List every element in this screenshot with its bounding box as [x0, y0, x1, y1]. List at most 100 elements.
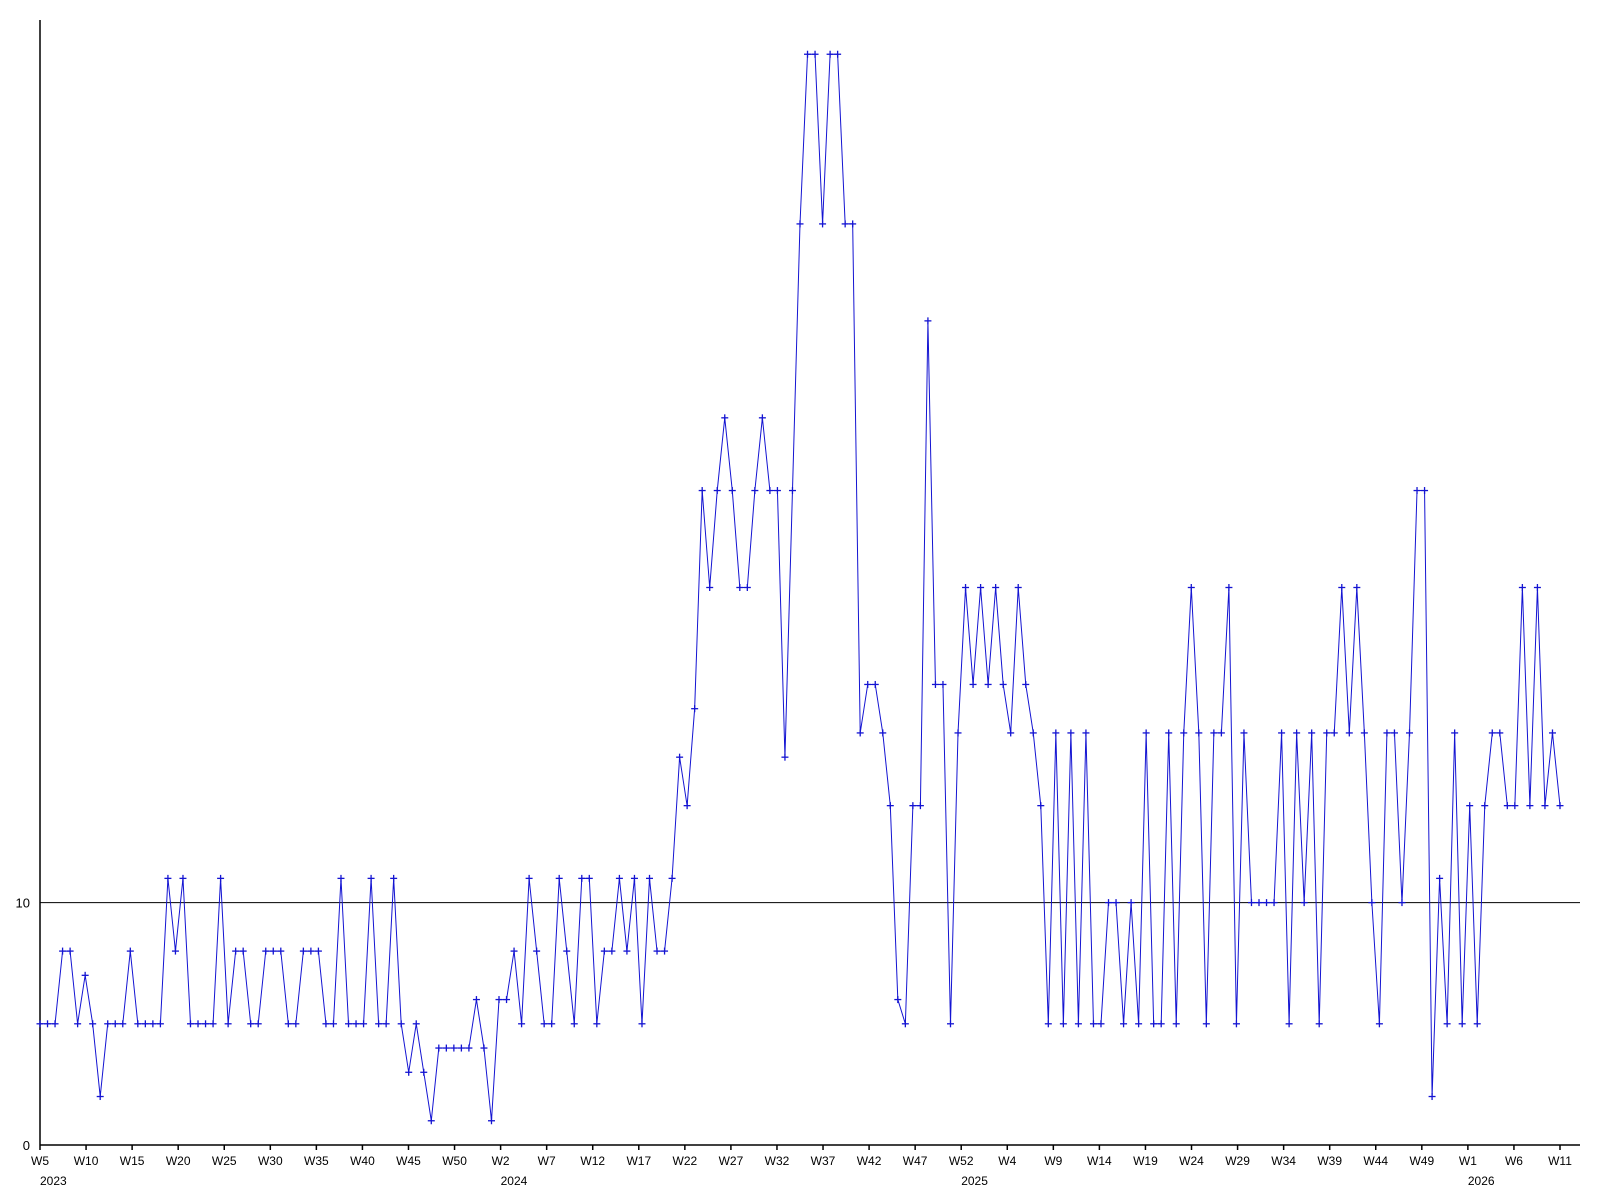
data-point-157[interactable]: [1218, 729, 1225, 736]
data-point-163[interactable]: [1263, 899, 1270, 906]
data-point-134[interactable]: [1045, 1020, 1052, 1027]
data-point-11[interactable]: [119, 1020, 126, 1027]
data-point-180[interactable]: [1391, 729, 1398, 736]
data-point-25[interactable]: [225, 1020, 232, 1027]
data-point-41[interactable]: [345, 1020, 352, 1027]
data-point-54[interactable]: [443, 1045, 450, 1052]
data-point-87[interactable]: [691, 705, 698, 712]
data-point-0[interactable]: [37, 1020, 44, 1027]
data-point-187[interactable]: [1444, 1020, 1451, 1027]
data-point-44[interactable]: [368, 875, 375, 882]
data-point-96[interactable]: [759, 414, 766, 421]
data-point-185[interactable]: [1429, 1093, 1436, 1100]
data-point-90[interactable]: [714, 487, 721, 494]
data-point-7[interactable]: [89, 1020, 96, 1027]
data-point-142[interactable]: [1105, 899, 1112, 906]
data-point-113[interactable]: [887, 802, 894, 809]
data-point-24[interactable]: [217, 875, 224, 882]
data-point-61[interactable]: [496, 996, 503, 1003]
data-point-17[interactable]: [164, 875, 171, 882]
data-point-63[interactable]: [511, 948, 518, 955]
data-point-126[interactable]: [985, 681, 992, 688]
data-point-182[interactable]: [1406, 729, 1413, 736]
data-point-181[interactable]: [1398, 899, 1405, 906]
data-point-195[interactable]: [1504, 802, 1511, 809]
data-point-71[interactable]: [571, 1020, 578, 1027]
data-point-32[interactable]: [277, 948, 284, 955]
data-point-202[interactable]: [1557, 802, 1564, 809]
data-point-161[interactable]: [1248, 899, 1255, 906]
data-point-124[interactable]: [970, 681, 977, 688]
data-point-192[interactable]: [1481, 802, 1488, 809]
data-point-133[interactable]: [1037, 802, 1044, 809]
data-point-35[interactable]: [300, 948, 307, 955]
data-point-164[interactable]: [1271, 899, 1278, 906]
data-point-150[interactable]: [1165, 729, 1172, 736]
data-point-122[interactable]: [955, 729, 962, 736]
data-point-153[interactable]: [1188, 584, 1195, 591]
data-point-110[interactable]: [864, 681, 871, 688]
data-point-33[interactable]: [285, 1020, 292, 1027]
data-point-186[interactable]: [1436, 875, 1443, 882]
data-point-82[interactable]: [654, 948, 661, 955]
data-point-73[interactable]: [586, 875, 593, 882]
data-point-37[interactable]: [315, 948, 322, 955]
data-point-67[interactable]: [541, 1020, 548, 1027]
data-point-151[interactable]: [1173, 1020, 1180, 1027]
data-point-178[interactable]: [1376, 1020, 1383, 1027]
data-point-42[interactable]: [353, 1020, 360, 1027]
data-point-27[interactable]: [240, 948, 247, 955]
data-point-5[interactable]: [74, 1020, 81, 1027]
data-point-99[interactable]: [781, 754, 788, 761]
data-point-65[interactable]: [526, 875, 533, 882]
data-point-171[interactable]: [1323, 729, 1330, 736]
data-point-4[interactable]: [67, 948, 74, 955]
data-point-29[interactable]: [255, 1020, 262, 1027]
data-point-88[interactable]: [699, 487, 706, 494]
data-point-21[interactable]: [195, 1020, 202, 1027]
data-point-38[interactable]: [322, 1020, 329, 1027]
data-point-106[interactable]: [834, 51, 841, 58]
data-point-97[interactable]: [766, 487, 773, 494]
data-point-141[interactable]: [1097, 1020, 1104, 1027]
data-point-188[interactable]: [1451, 729, 1458, 736]
data-point-45[interactable]: [375, 1020, 382, 1027]
data-point-108[interactable]: [849, 220, 856, 227]
data-point-149[interactable]: [1158, 1020, 1165, 1027]
data-point-85[interactable]: [676, 754, 683, 761]
data-point-77[interactable]: [616, 875, 623, 882]
data-point-98[interactable]: [774, 487, 781, 494]
data-point-50[interactable]: [413, 1020, 420, 1027]
data-point-48[interactable]: [398, 1020, 405, 1027]
data-point-47[interactable]: [390, 875, 397, 882]
data-point-172[interactable]: [1331, 729, 1338, 736]
data-point-129[interactable]: [1007, 729, 1014, 736]
data-point-183[interactable]: [1414, 487, 1421, 494]
data-point-152[interactable]: [1180, 729, 1187, 736]
data-point-155[interactable]: [1203, 1020, 1210, 1027]
data-point-75[interactable]: [601, 948, 608, 955]
data-point-125[interactable]: [977, 584, 984, 591]
data-point-199[interactable]: [1534, 584, 1541, 591]
data-point-69[interactable]: [556, 875, 563, 882]
data-point-140[interactable]: [1090, 1020, 1097, 1027]
data-point-76[interactable]: [608, 948, 615, 955]
data-point-130[interactable]: [1015, 584, 1022, 591]
data-point-46[interactable]: [383, 1020, 390, 1027]
data-point-30[interactable]: [262, 948, 269, 955]
data-point-115[interactable]: [902, 1020, 909, 1027]
data-point-156[interactable]: [1210, 729, 1217, 736]
data-point-165[interactable]: [1278, 729, 1285, 736]
data-point-3[interactable]: [59, 948, 66, 955]
data-point-138[interactable]: [1075, 1020, 1082, 1027]
data-point-146[interactable]: [1135, 1020, 1142, 1027]
data-point-26[interactable]: [232, 948, 239, 955]
data-point-119[interactable]: [932, 681, 939, 688]
data-point-175[interactable]: [1353, 584, 1360, 591]
data-point-89[interactable]: [706, 584, 713, 591]
data-point-137[interactable]: [1067, 729, 1074, 736]
data-point-12[interactable]: [127, 948, 134, 955]
data-point-13[interactable]: [134, 1020, 141, 1027]
data-point-169[interactable]: [1308, 729, 1315, 736]
data-point-173[interactable]: [1338, 584, 1345, 591]
